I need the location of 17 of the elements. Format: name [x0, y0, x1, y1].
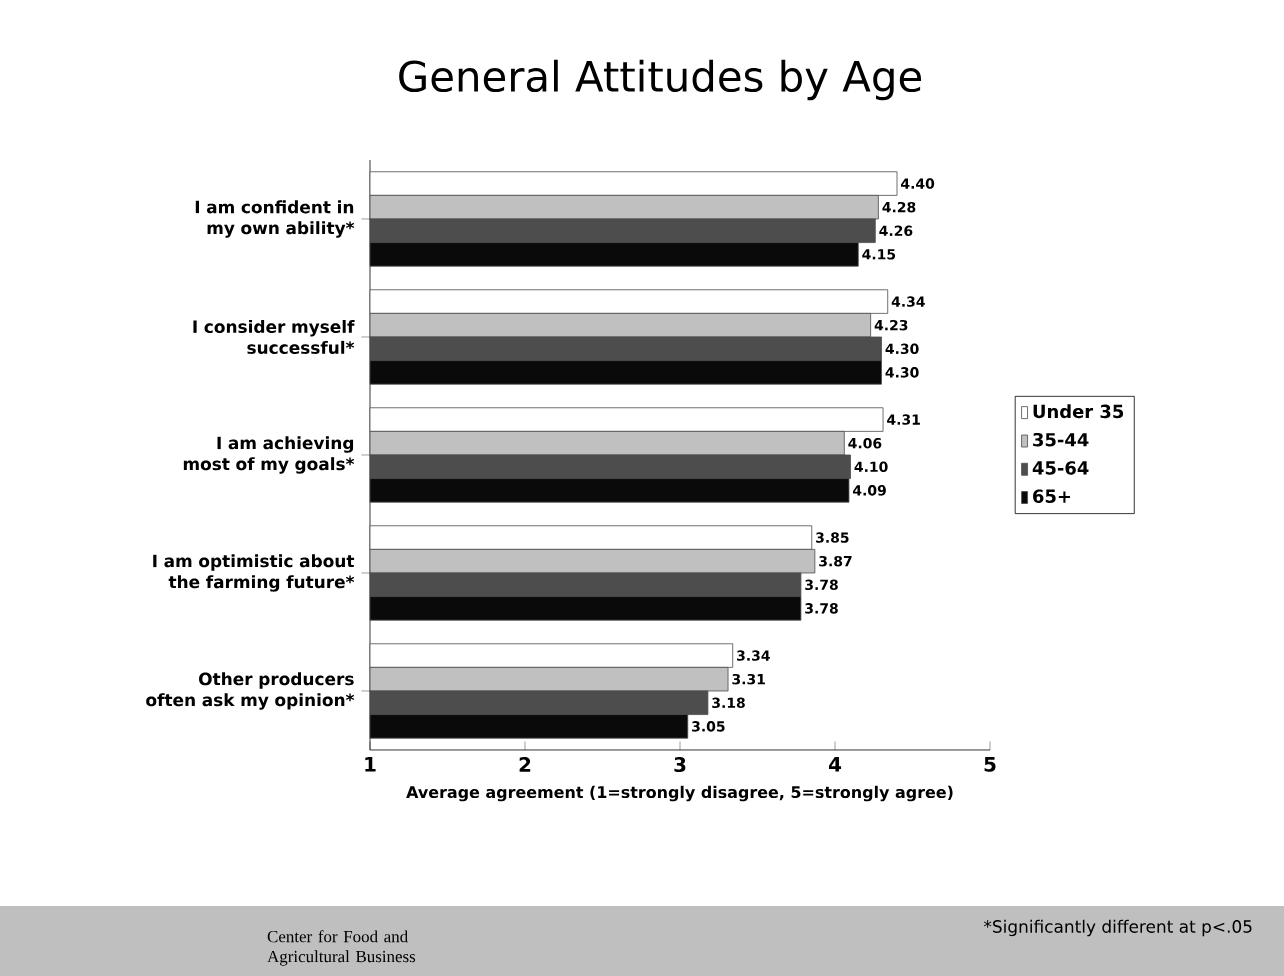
y-tick-label: I am confident in my own ability* [195, 200, 355, 238]
text: *Significantly different at p<.05 [983, 919, 1252, 937]
y-tick-label: Other producers often ask my opinion* [146, 672, 355, 710]
legend-label: 65+ [1033, 489, 1071, 503]
x-tick-label: 5 [984, 757, 996, 772]
y-tick-label: I consider myself successful* [193, 319, 355, 354]
legend-label: 35-44 [1033, 432, 1089, 447]
legend-label: 45-64 [1032, 461, 1089, 475]
chart-title: General Attitudes by Age [399, 59, 922, 101]
x-tick-label: 1 [365, 757, 376, 772]
x-tick-label: 3 [674, 756, 686, 773]
x-tick-label: 4 [828, 757, 842, 772]
y-tick-label: I am optimistic about the farming future* [153, 554, 355, 592]
y-tick-label: I am achieving most of my goals* [183, 436, 355, 474]
x-tick-label: 2 [519, 756, 531, 772]
text: Center for Food and Agricultural Business [267, 930, 416, 966]
legend-label: Under 35 [1033, 404, 1124, 419]
